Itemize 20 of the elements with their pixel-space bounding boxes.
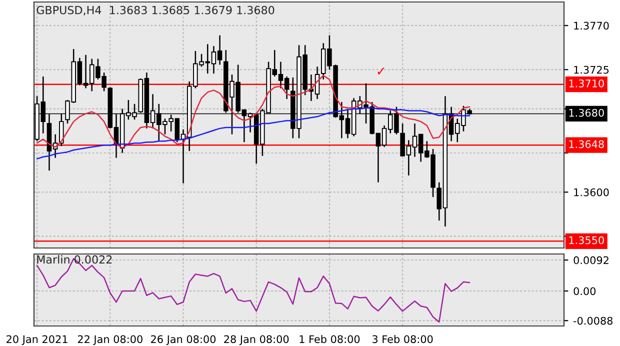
ref-line-label: 1.3550 xyxy=(569,236,604,244)
x-tick-label: 20 Jan 2021 xyxy=(6,335,68,346)
chart-title: Marlin 0.0022 xyxy=(37,255,112,264)
chart-title: GBPUSD,H4 1.3683 1.3685 1.3679 1.3680 xyxy=(36,6,274,16)
y-tick-label: -0.0088 xyxy=(574,316,613,325)
ref-line-label: 1.3680 xyxy=(569,108,604,117)
line-series xyxy=(36,74,470,149)
ref-line-label: 1.3648 xyxy=(569,140,604,148)
ref-line-label: 1.3710 xyxy=(569,79,604,88)
y-tick-label: 0.0092 xyxy=(574,256,608,264)
x-tick-label: 28 Jan 08:00 xyxy=(224,335,289,346)
y-tick-label: 0.00 xyxy=(574,287,596,296)
x-tick-label: 22 Jan 08:00 xyxy=(78,335,142,346)
y-tick-label: 1.3770 xyxy=(574,22,609,30)
x-tick-label: 3 Feb 08:00 xyxy=(372,335,433,344)
annotation: ✓ xyxy=(378,68,384,74)
x-tick-label: 1 Feb 08:00 xyxy=(300,335,360,344)
y-tick-label: 1.3725 xyxy=(574,66,609,74)
y-tick-label: 1.3600 xyxy=(574,188,609,196)
x-tick-label: 26 Jan 08:00 xyxy=(151,335,216,346)
